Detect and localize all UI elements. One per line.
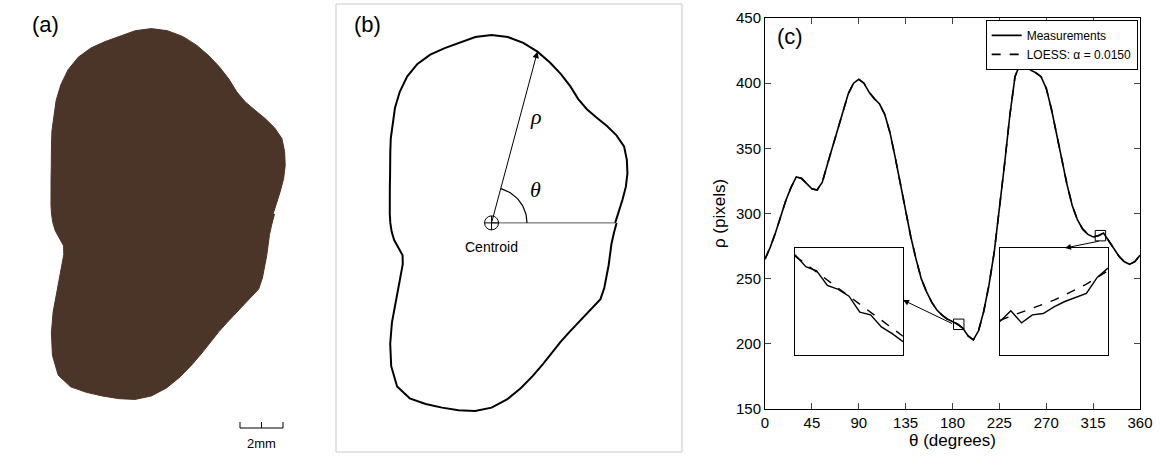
svg-text:350: 350: [736, 140, 761, 157]
svg-text:Measurements: Measurements: [1027, 29, 1106, 43]
svg-text:135: 135: [893, 414, 918, 431]
svg-text:90: 90: [850, 414, 867, 431]
svg-text:300: 300: [736, 205, 761, 222]
svg-text:150: 150: [736, 400, 761, 417]
svg-text:(c): (c): [777, 24, 803, 49]
svg-text:θ: θ: [530, 177, 541, 202]
svg-text:200: 200: [736, 335, 761, 352]
svg-text:270: 270: [1034, 414, 1059, 431]
svg-text:225: 225: [987, 414, 1012, 431]
svg-text:360: 360: [1127, 414, 1152, 431]
svg-text:250: 250: [736, 270, 761, 287]
svg-text:2mm: 2mm: [247, 436, 276, 451]
svg-text:Centroid: Centroid: [465, 239, 518, 255]
svg-text:450: 450: [736, 9, 761, 26]
svg-text:LOESS: α = 0.0150: LOESS: α = 0.0150: [1027, 48, 1131, 62]
svg-text:(a): (a): [32, 12, 59, 37]
svg-text:0: 0: [761, 414, 769, 431]
svg-text:ρ: ρ: [530, 104, 542, 129]
svg-text:(b): (b): [354, 12, 381, 37]
svg-text:45: 45: [804, 414, 821, 431]
svg-text:180: 180: [940, 414, 965, 431]
svg-text:ρ (pixels): ρ (pixels): [710, 179, 729, 248]
svg-text:θ (degrees): θ (degrees): [909, 431, 996, 450]
svg-text:400: 400: [736, 74, 761, 91]
svg-text:315: 315: [1081, 414, 1106, 431]
